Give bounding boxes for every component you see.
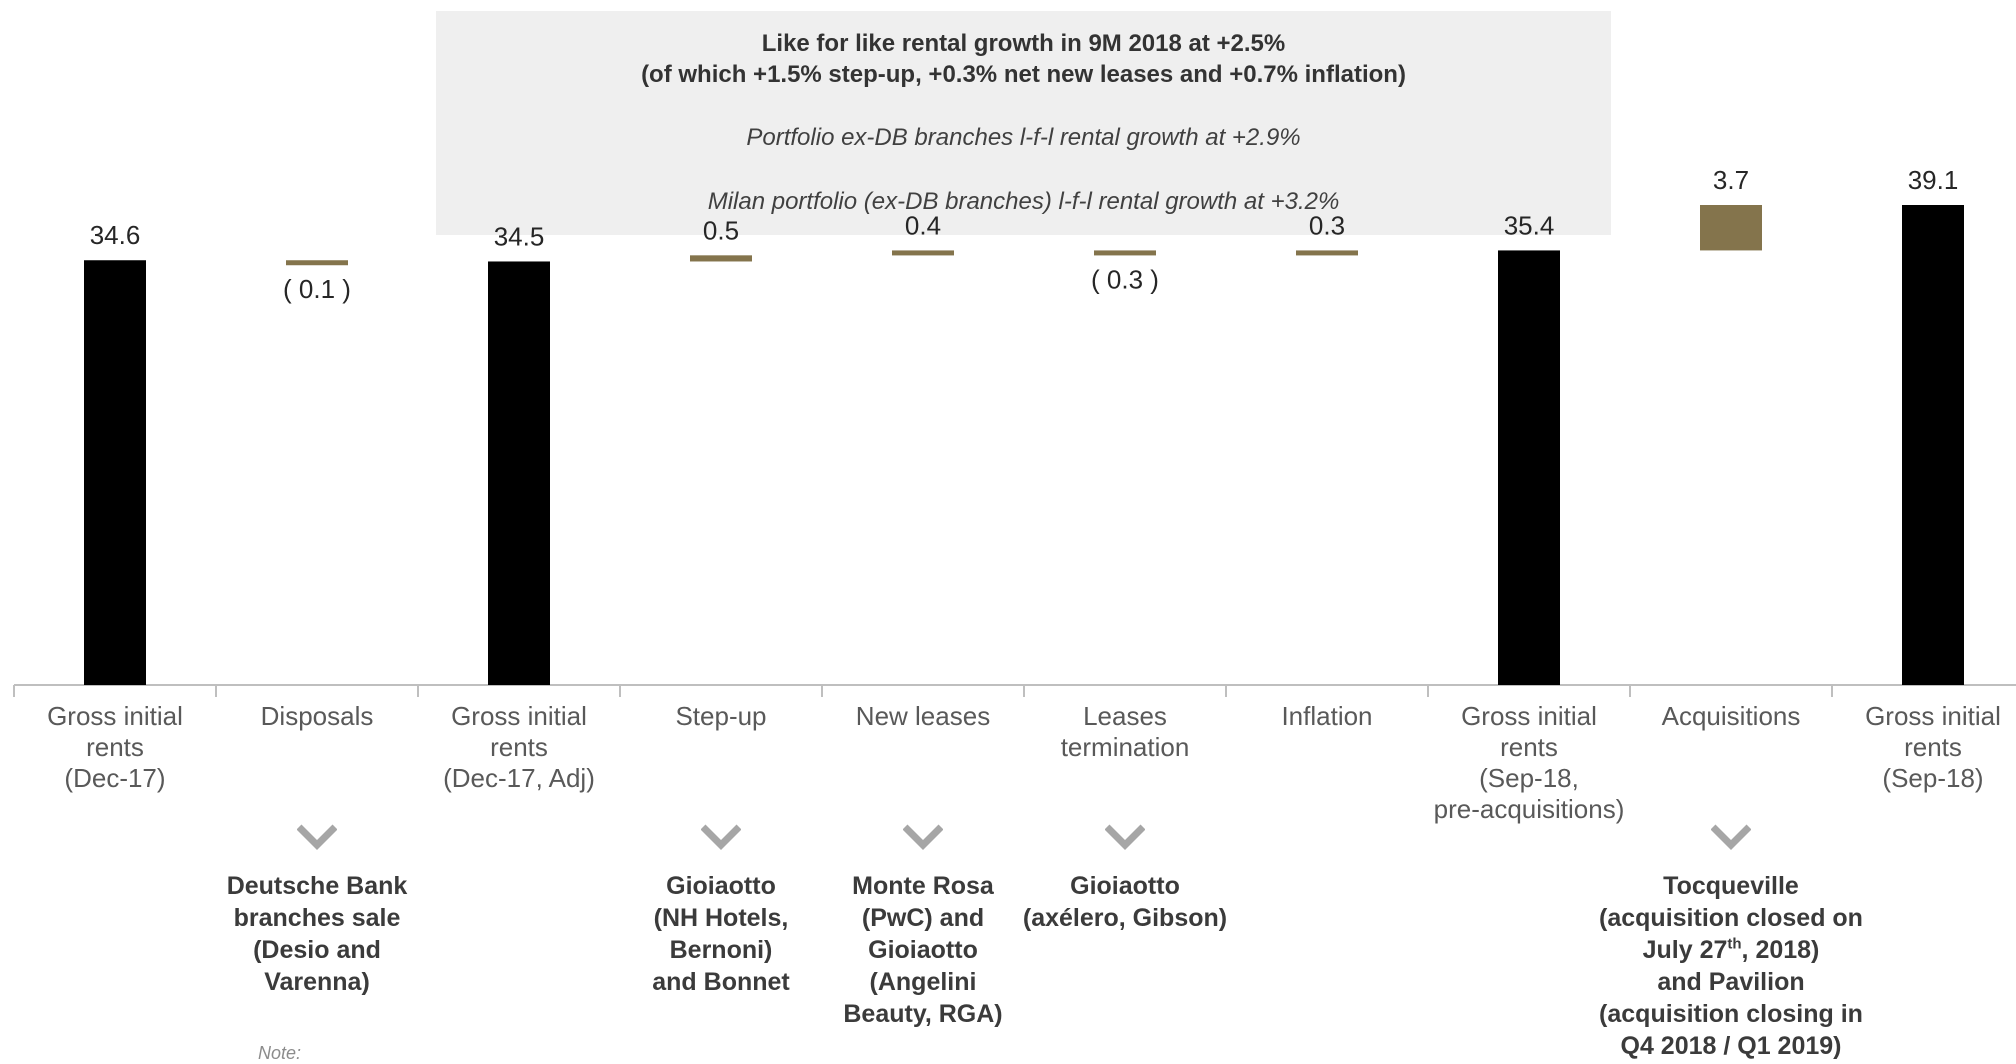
note-line: Varenna) bbox=[264, 968, 370, 996]
bar-delta bbox=[1296, 250, 1358, 256]
data-label: 34.5 bbox=[494, 221, 545, 251]
data-label: ( 0.3 ) bbox=[1091, 264, 1159, 294]
note-line: (Angelini bbox=[869, 968, 977, 996]
x-tick-label-line: Disposals bbox=[260, 701, 374, 731]
note-line: Bernoni) bbox=[669, 936, 773, 964]
info-line-portfolio: Portfolio ex-DB branches l-f-l rental gr… bbox=[746, 124, 1301, 151]
info-box: Like for like rental growth in 9M 2018 a… bbox=[436, 11, 1611, 235]
data-label: 35.4 bbox=[1504, 210, 1555, 240]
note-line: (NH Hotels, bbox=[653, 904, 789, 932]
note-line: branches sale bbox=[233, 904, 401, 932]
x-tick-label-line: rents bbox=[490, 732, 548, 762]
info-line-milan: Milan portfolio (ex-DB branches) l-f-l r… bbox=[707, 188, 1340, 215]
note-line: Q4 2018 / Q1 2019) bbox=[1620, 1032, 1842, 1060]
note-superscript: th bbox=[1727, 935, 1742, 953]
category-note: Gioiaotto (axélero, Gibson) bbox=[1005, 870, 1245, 934]
x-tick-label-line: rents bbox=[1904, 732, 1962, 762]
x-tick-label-line: termination bbox=[1060, 732, 1190, 762]
info-headline-1: Like for like rental growth in 9M 2018 a… bbox=[761, 30, 1286, 57]
bar-total bbox=[1498, 250, 1560, 685]
note-line: Monte Rosa bbox=[852, 872, 994, 900]
chevron-down-icon bbox=[903, 824, 943, 850]
note-line: Tocqueville bbox=[1663, 872, 1799, 900]
x-tick-label-line: New leases bbox=[855, 701, 991, 731]
note-line: and Bonnet bbox=[652, 968, 790, 996]
x-tick-label-line: Acquisitions bbox=[1661, 701, 1801, 731]
x-tick-label-line: Step-up bbox=[675, 701, 767, 731]
note-line: Gioiaotto bbox=[1070, 872, 1180, 900]
x-tick-label-line: Gross initial bbox=[1865, 701, 2001, 731]
x-tick-label: Gross initial rents (Dec-17) bbox=[15, 701, 215, 794]
bar-total bbox=[84, 260, 146, 685]
x-tick-label: Gross initial rents (Sep-18, pre-acquisitio… bbox=[1429, 701, 1629, 825]
bar-delta bbox=[286, 260, 348, 266]
note-line: (PwC) and bbox=[861, 904, 985, 932]
x-tick-label-line: Gross initial bbox=[1461, 701, 1597, 731]
x-tick-label: Inflation bbox=[1227, 701, 1427, 732]
note-line: July 27 bbox=[1642, 936, 1728, 964]
x-tick-label: Gross initial rents (Sep-18) bbox=[1833, 701, 2016, 794]
note-line: , 2018) bbox=[1741, 936, 1820, 964]
x-tick-label: Leases termination bbox=[1025, 701, 1225, 763]
note-line: (axélero, Gibson) bbox=[1022, 904, 1228, 932]
category-note: Tocqueville (acquisition closed on July 27… bbox=[1581, 870, 1881, 1062]
x-tick-label-line: (Dec-17, Adj) bbox=[443, 763, 595, 793]
chevron-down-icon bbox=[1711, 824, 1751, 850]
data-label: 0.5 bbox=[703, 215, 739, 245]
x-tick-label: Step-up bbox=[621, 701, 821, 732]
x-tick-label-line: (Sep-18) bbox=[1882, 763, 1984, 793]
bar-total bbox=[1902, 205, 1964, 685]
note-line: and Pavilion bbox=[1657, 968, 1805, 996]
bar-delta bbox=[1094, 250, 1156, 256]
note-line: Deutsche Bank bbox=[226, 872, 408, 900]
bar-total bbox=[488, 261, 550, 685]
x-tick-label: New leases bbox=[823, 701, 1023, 732]
data-label: 0.4 bbox=[905, 210, 941, 240]
note-line: Gioiaotto bbox=[666, 872, 776, 900]
bar-delta bbox=[892, 250, 954, 256]
x-tick-label-line: rents bbox=[1500, 732, 1558, 762]
note-line-date: July 27th, 2018) bbox=[1581, 934, 1881, 966]
data-label: 3.7 bbox=[1713, 165, 1749, 195]
data-label: 34.6 bbox=[90, 220, 141, 250]
x-tick-label: Acquisitions bbox=[1631, 701, 1831, 732]
note-line: (acquisition closed on bbox=[1599, 904, 1863, 932]
note-line: (acquisition closing in bbox=[1599, 1000, 1863, 1028]
chevron-down-icon bbox=[701, 824, 741, 850]
category-note: Monte Rosa (PwC) and Gioiaotto (Angelini Bea… bbox=[803, 870, 1043, 1030]
x-tick-label: Disposals bbox=[217, 701, 417, 732]
x-tick-label-line: (Sep-18, bbox=[1479, 763, 1579, 793]
data-label: 0.3 bbox=[1309, 210, 1345, 240]
data-label: ( 0.1 ) bbox=[283, 274, 351, 304]
data-label: 39.1 bbox=[1908, 165, 1959, 195]
chevron-down-icon bbox=[297, 824, 337, 850]
x-tick-label-line: rents bbox=[86, 732, 144, 762]
bar-delta bbox=[690, 255, 752, 262]
x-tick-label-line: Leases bbox=[1083, 701, 1167, 731]
note-line: Gioiaotto bbox=[868, 936, 978, 964]
bar-delta bbox=[1700, 205, 1762, 251]
x-tick-label-line: Gross initial bbox=[47, 701, 183, 731]
category-note: Deutsche Bank branches sale (Desio and Vare… bbox=[197, 870, 437, 998]
footnote: Note: bbox=[258, 1043, 302, 1063]
x-tick-label: Gross initial rents (Dec-17, Adj) bbox=[419, 701, 619, 794]
x-tick-label-line: pre-acquisitions) bbox=[1433, 794, 1625, 824]
x-tick-label-line: Gross initial bbox=[451, 701, 587, 731]
note-line: Beauty, RGA) bbox=[843, 1000, 1003, 1028]
info-headline-2: (of which +1.5% step-up, +0.3% net new l… bbox=[641, 61, 1406, 88]
note-line: (Desio and bbox=[253, 936, 381, 964]
chevron-down-icon bbox=[1105, 824, 1145, 850]
x-tick-label-line: Inflation bbox=[1281, 701, 1373, 731]
x-tick-label-line: (Dec-17) bbox=[64, 763, 166, 793]
category-note: Gioiaotto (NH Hotels, Bernoni) and Bonnet bbox=[601, 870, 841, 998]
